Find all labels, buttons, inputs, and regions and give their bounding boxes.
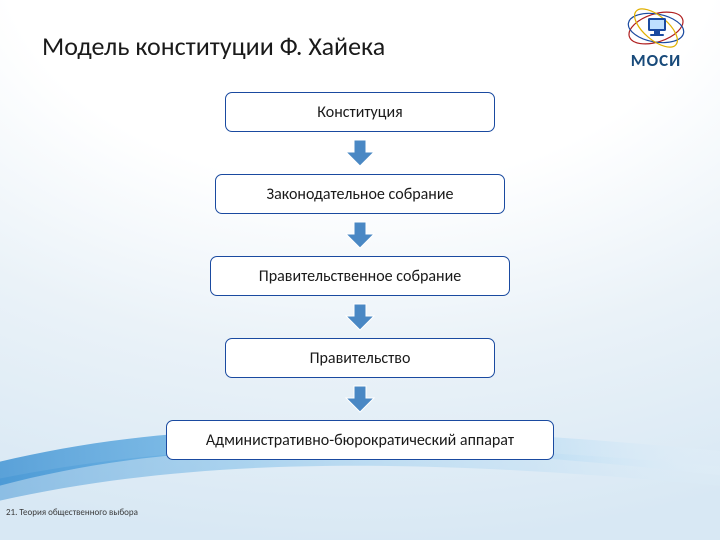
- logo-icon: [624, 8, 688, 48]
- flow-node: Законодательное собрание: [215, 174, 505, 214]
- page-title: Модель конституции Ф. Хайека: [42, 30, 385, 62]
- flow-arrow: [344, 220, 376, 250]
- flow-node-label: Конституция: [317, 103, 402, 122]
- flow-node: Конституция: [225, 92, 495, 132]
- flow-node-label: Административно-бюрократический аппарат: [206, 431, 514, 450]
- logo: МОСИ: [606, 8, 706, 71]
- flow-arrow: [344, 384, 376, 414]
- flow-arrow: [344, 138, 376, 168]
- logo-text: МОСИ: [606, 50, 706, 71]
- flow-arrow: [344, 302, 376, 332]
- flow-node: Правительство: [225, 338, 495, 378]
- flowchart: Конституция Законодательное собрание Пра…: [0, 92, 720, 460]
- flow-node: Административно-бюрократический аппарат: [166, 420, 554, 460]
- flow-node: Правительственное собрание: [210, 256, 510, 296]
- footer-text: 21. Теория общественного выбора: [6, 507, 138, 518]
- flow-node-label: Правительственное собрание: [259, 267, 461, 286]
- flow-node-label: Законодательное собрание: [267, 185, 454, 204]
- flow-node-label: Правительство: [310, 349, 411, 368]
